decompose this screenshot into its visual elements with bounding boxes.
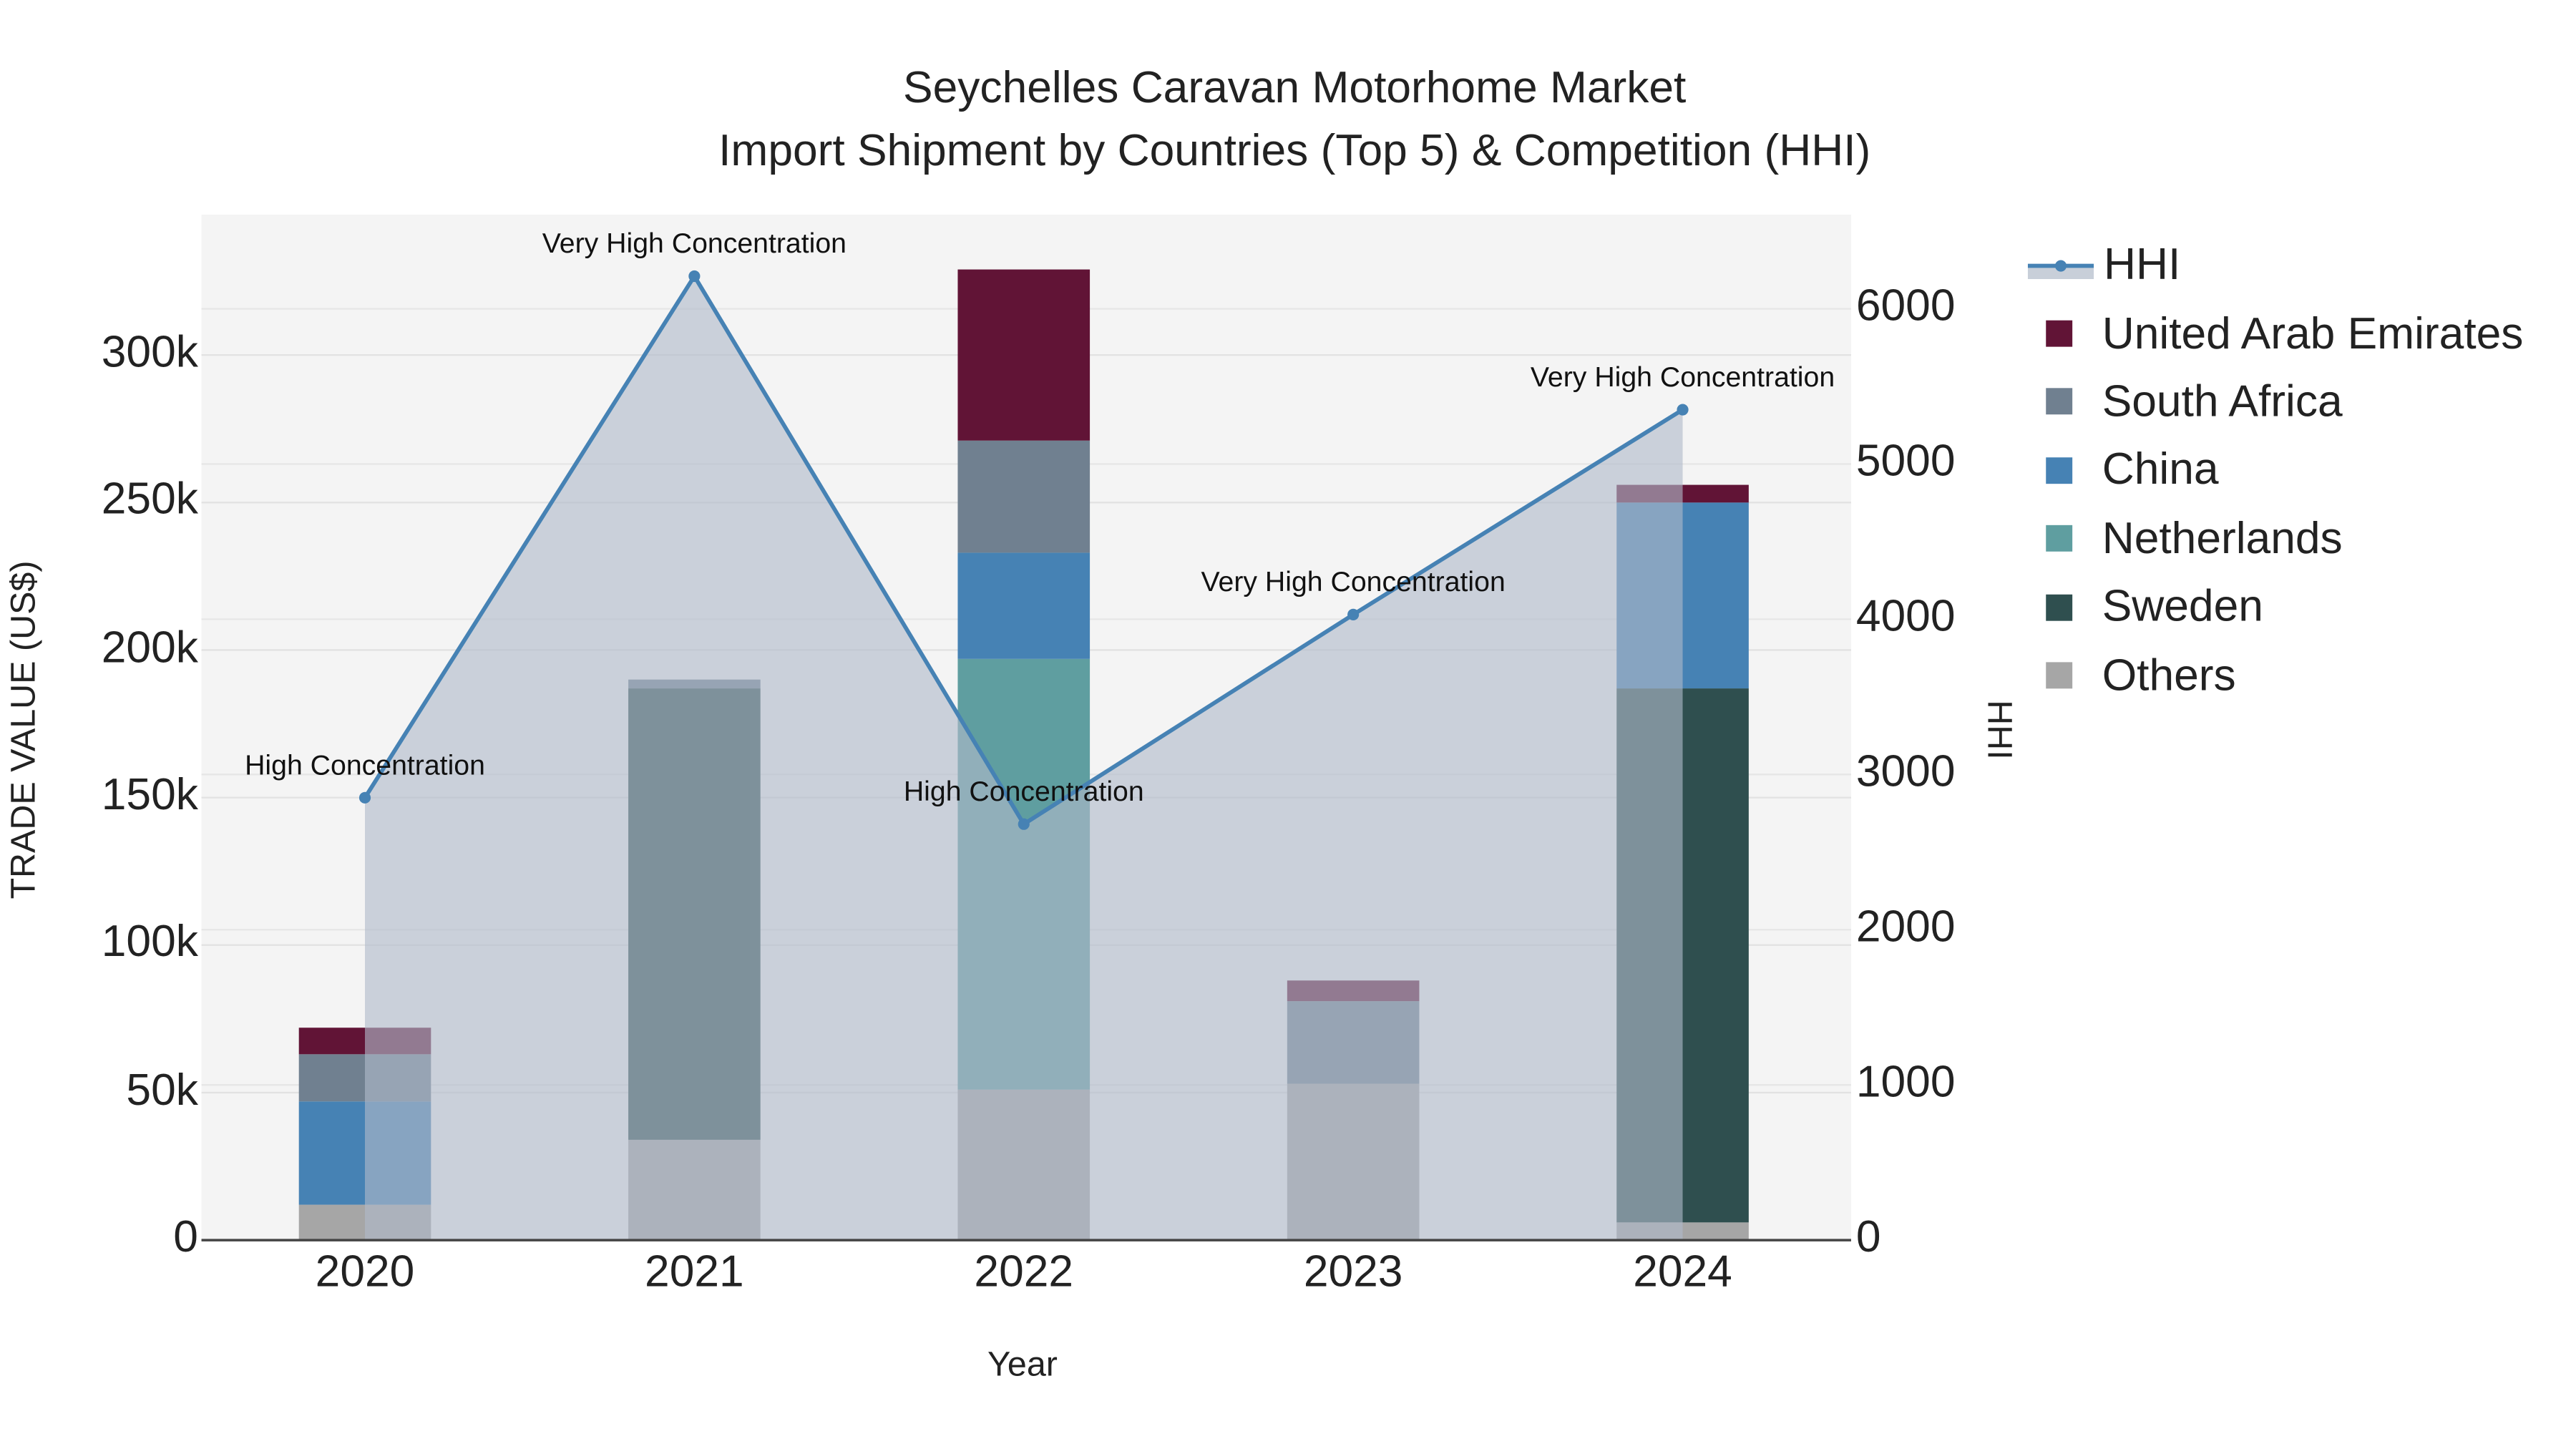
y-axis-title: TRADE VALUE (US$) (4, 560, 44, 899)
bar-segment[interactable] (957, 552, 1091, 659)
hhi-annotation: Very High Concentration (1201, 566, 1506, 598)
legend-item[interactable]: HHI (2027, 231, 2524, 300)
y-tick-label: 200k (101, 622, 198, 672)
legend-swatch-icon (2046, 525, 2073, 552)
legend-item[interactable]: Others (2028, 641, 2524, 710)
y-tick-label: 150k (101, 769, 198, 819)
y-tick-label: 50k (126, 1064, 198, 1114)
x-tick-label: 2023 (1303, 1246, 1403, 1297)
y-tick-label: 100k (101, 917, 198, 967)
bar-segment[interactable] (957, 269, 1091, 441)
hhi-marker[interactable] (1677, 404, 1689, 416)
legend-label: United Arab Emirates (2102, 308, 2524, 358)
y2-tick-label: 0 (1855, 1211, 1881, 1262)
x-tick-label: 2022 (974, 1246, 1074, 1297)
x-tick-label: 2021 (645, 1246, 744, 1297)
legend-swatch-icon (2046, 389, 2073, 416)
legend-label: Others (2102, 650, 2236, 700)
chart-title: Seychelles Caravan Motorhome Market (903, 62, 1687, 112)
hhi-annotation: High Concentration (245, 749, 485, 781)
hhi-legend-icon (2027, 259, 2094, 279)
legend-swatch-icon (2046, 662, 2073, 689)
legend-item[interactable]: Sweden (2028, 573, 2524, 642)
y2-tick-label: 6000 (1855, 280, 1956, 331)
hhi-annotation: High Concentration (903, 776, 1144, 808)
hhi-annotation: Very High Concentration (542, 228, 847, 260)
bar-segment[interactable] (957, 440, 1091, 553)
legend-item[interactable]: United Arab Emirates (2028, 300, 2524, 369)
legend-item[interactable]: South Africa (2028, 368, 2524, 436)
hhi-marker[interactable] (1347, 608, 1360, 620)
y-tick-label: 300k (101, 326, 198, 377)
hhi-marker[interactable] (358, 791, 371, 804)
x-axis-title: Year (987, 1345, 1058, 1384)
y2-tick-label: 3000 (1855, 746, 1956, 796)
legend-item[interactable]: China (2028, 436, 2524, 505)
hhi-marker[interactable] (1018, 818, 1030, 830)
chart-subtitle: Import Shipment by Countries (Top 5) & C… (718, 125, 1871, 175)
legend-label: Netherlands (2102, 513, 2343, 563)
x-tick-label: 2024 (1633, 1246, 1732, 1297)
legend-swatch-icon (2046, 593, 2073, 620)
legend-label: South Africa (2102, 376, 2343, 426)
y-tick-label: 250k (101, 474, 198, 525)
legend: HHI United Arab Emirates South Africa China… (2027, 231, 2524, 710)
x-tick-label: 2020 (315, 1246, 415, 1297)
hhi-marker[interactable] (688, 270, 701, 283)
legend-label: Sweden (2102, 581, 2263, 631)
legend-label: China (2102, 444, 2219, 494)
y-tick-label: 0 (173, 1211, 198, 1262)
y2-tick-label: 1000 (1855, 1056, 1956, 1107)
hhi-area (365, 275, 1683, 1241)
legend-swatch-icon (2046, 320, 2073, 347)
legend-swatch-icon (2046, 457, 2073, 484)
y2-tick-label: 2000 (1855, 902, 1956, 952)
y2-tick-label: 5000 (1855, 436, 1956, 486)
hhi-annotation: Very High Concentration (1530, 361, 1835, 394)
y2-tick-label: 4000 (1855, 591, 1956, 641)
legend-item[interactable]: Netherlands (2028, 504, 2524, 573)
legend-label: HHI (2104, 240, 2181, 290)
y2-axis-title: HHI (1979, 700, 2019, 760)
